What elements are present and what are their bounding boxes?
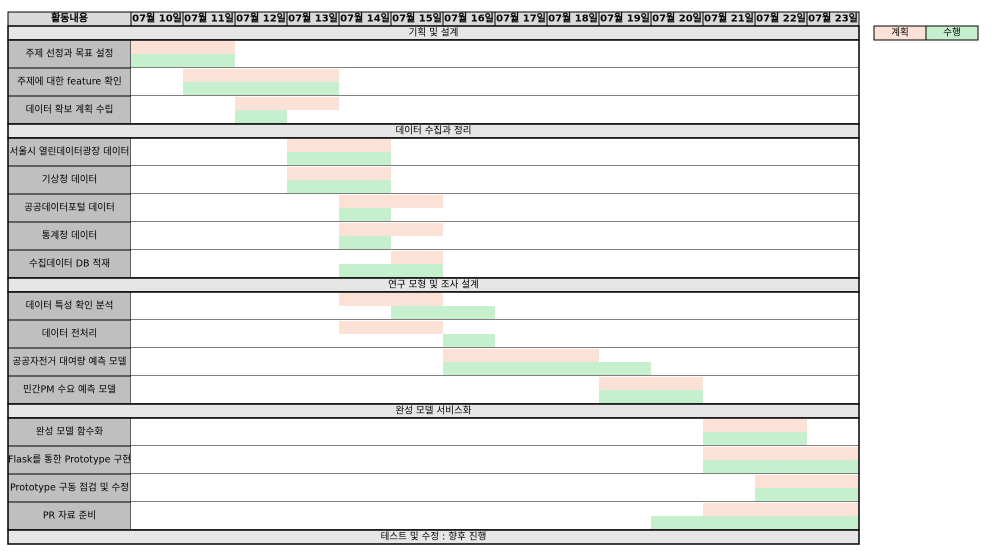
done-bar — [183, 82, 339, 95]
task-timeline-row — [131, 166, 859, 194]
plan-bar — [755, 475, 859, 488]
date-header-label: 07월 21일 — [704, 12, 754, 25]
done-bar — [599, 390, 703, 403]
task-label: 기상청 데이터 — [42, 175, 97, 186]
legend-plan-label: 계획 — [891, 27, 908, 39]
date-header-label: 07월 20일 — [652, 12, 702, 25]
task-timeline-row — [131, 376, 859, 404]
date-header-label: 07월 23일 — [808, 12, 858, 25]
date-header-label: 07월 19일 — [600, 12, 650, 25]
plan-bar — [287, 139, 391, 152]
task-timeline-row — [131, 138, 859, 166]
task-timeline-row — [131, 474, 859, 502]
task-label: 통계청 데이터 — [42, 230, 97, 242]
legend-done-label: 수행 — [943, 27, 960, 39]
task-label: 데이터 확보 계획 수립 — [26, 104, 114, 116]
date-header-label: 07월 12일 — [236, 12, 286, 25]
done-bar — [287, 180, 391, 193]
plan-bar — [703, 419, 807, 432]
done-bar — [443, 334, 495, 347]
section-title: 기획 및 설계 — [409, 27, 459, 39]
task-label: 완성 모델 함수화 — [36, 426, 103, 438]
task-label: 공공데이터포털 데이터 — [24, 202, 114, 214]
task-label: 민간PM 수요 예측 모델 — [23, 384, 116, 396]
plan-bar — [339, 223, 443, 236]
date-header-label: 07월 16일 — [444, 12, 494, 25]
plan-bar — [131, 41, 235, 54]
plan-bar — [339, 195, 443, 208]
date-header-label: 07월 22일 — [756, 12, 806, 25]
plan-bar — [599, 377, 703, 390]
task-label-cell — [7, 165, 132, 195]
task-label-cell — [7, 319, 132, 349]
done-bar — [339, 208, 391, 221]
done-bar — [703, 460, 859, 473]
plan-bar — [391, 251, 443, 264]
date-header-label: 07월 15일 — [392, 12, 442, 25]
plan-bar — [703, 447, 859, 460]
done-bar — [651, 516, 859, 529]
plan-bar — [287, 167, 391, 180]
legend-done-swatch — [925, 25, 979, 41]
plan-bar — [235, 97, 339, 110]
date-header-label: 07월 17일 — [496, 12, 546, 25]
date-header-label: 07월 10일 — [132, 12, 182, 25]
task-timeline-row — [131, 40, 859, 68]
done-bar — [235, 110, 287, 123]
header-corner-label: 활동내용 — [51, 12, 88, 25]
plan-bar — [443, 349, 599, 362]
done-bar — [339, 264, 443, 277]
task-timeline-row — [131, 222, 859, 250]
section-header — [7, 529, 860, 545]
task-label-cell — [7, 137, 132, 167]
task-label: Flask를 통한 Prototype 구현 — [8, 455, 131, 466]
task-timeline-row — [131, 250, 859, 278]
done-bar — [443, 362, 651, 375]
task-label-cell — [7, 249, 132, 279]
plan-bar — [339, 293, 443, 306]
task-label: 서울시 열린데이터광장 데이터 — [10, 146, 130, 158]
plan-bar — [183, 69, 339, 82]
done-bar — [703, 432, 807, 445]
section-title: 연구 모형 및 조사 설계 — [388, 279, 479, 291]
date-header-label: 07월 11일 — [184, 12, 234, 25]
section-title: 완성 모델 서비스화 — [396, 405, 472, 417]
done-bar — [755, 488, 859, 501]
section-title: 데이터 수집과 정리 — [396, 125, 472, 137]
task-label: 데이터 전처리 — [42, 328, 97, 340]
task-label: 주제 선정과 목표 설정 — [26, 49, 114, 60]
task-label: PR 자료 준비 — [43, 511, 96, 522]
date-header-label: 07월 18일 — [548, 12, 598, 25]
done-bar — [131, 54, 235, 67]
plan-bar — [339, 321, 443, 334]
date-header-label: 07월 13일 — [288, 12, 338, 25]
task-label: Prototype 구동 점검 및 수정 — [10, 482, 129, 494]
section-title: 테스트 및 수정 : 향후 진행 — [381, 531, 487, 543]
done-bar — [287, 152, 391, 165]
task-label: 데이터 특성 확인 분석 — [26, 300, 114, 312]
task-label: 주제에 대한 feature 확인 — [17, 76, 122, 88]
task-label-cell — [7, 193, 132, 223]
task-label-cell — [7, 347, 132, 377]
task-timeline-row — [131, 194, 859, 222]
done-bar — [391, 306, 495, 319]
plan-bar — [703, 503, 859, 516]
date-header-label: 07월 14일 — [340, 12, 390, 25]
task-label: 수집데이터 DB 적재 — [29, 258, 110, 270]
task-label: 공공자전거 대여량 예측 모델 — [13, 356, 127, 368]
done-bar — [339, 236, 391, 249]
